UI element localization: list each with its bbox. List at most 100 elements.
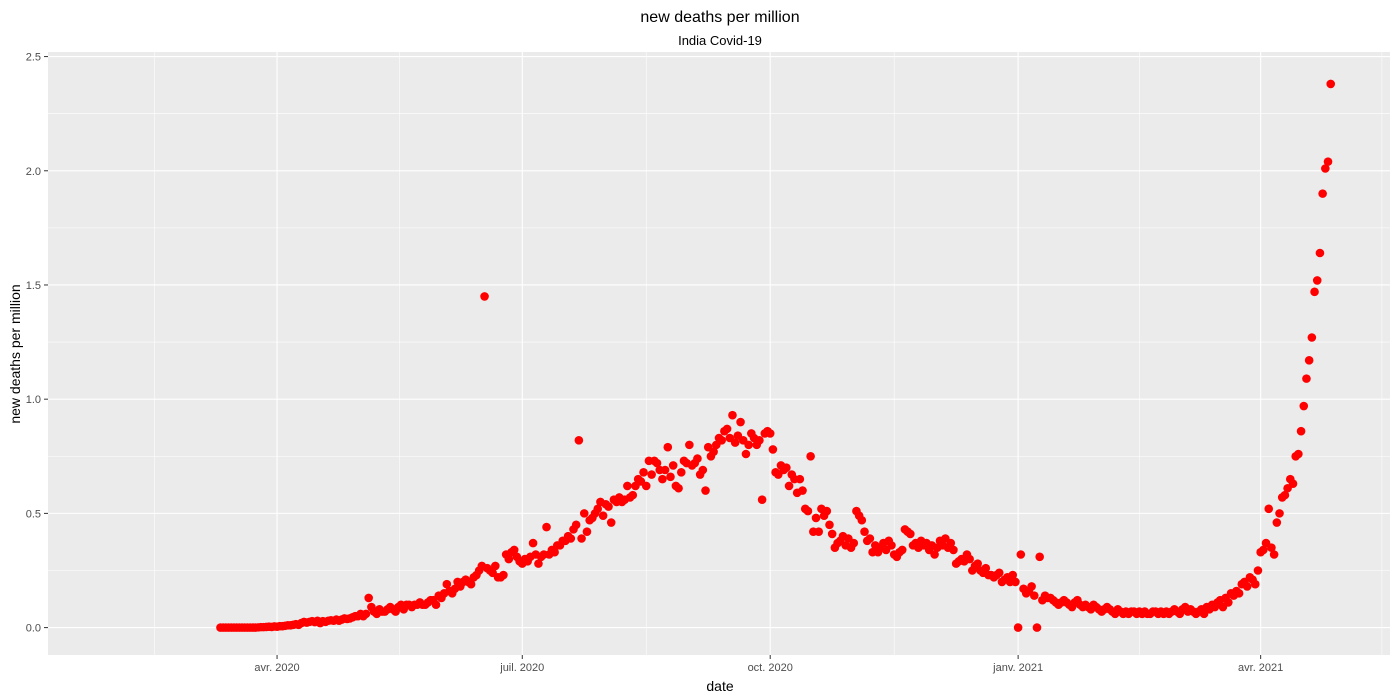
data-point <box>1318 189 1327 198</box>
data-point <box>1315 248 1325 258</box>
data-point <box>860 527 869 536</box>
data-point <box>736 417 745 427</box>
x-tick-label: oct. 2020 <box>748 662 793 674</box>
data-point <box>658 474 667 484</box>
data-point <box>806 451 815 461</box>
data-point <box>814 527 824 536</box>
data-point <box>755 435 764 445</box>
data-point <box>709 447 718 457</box>
data-point <box>741 449 751 459</box>
data-point <box>641 481 651 491</box>
data-point <box>504 554 514 564</box>
data-point <box>1299 401 1309 411</box>
data-point <box>1323 157 1333 166</box>
data-point <box>1013 623 1023 632</box>
data-point <box>361 609 371 619</box>
chart-subtitle: India Covid-19 <box>678 33 762 48</box>
data-point <box>701 486 710 495</box>
data-point <box>949 545 958 555</box>
data-point <box>1272 518 1282 527</box>
data-point <box>639 467 648 477</box>
x-tick-label: janv. 2021 <box>992 662 1043 674</box>
data-point <box>768 445 778 454</box>
data-point <box>930 550 939 559</box>
data-point <box>973 559 982 568</box>
data-point <box>811 513 821 523</box>
data-point <box>623 481 632 491</box>
data-point <box>1288 479 1298 488</box>
data-point <box>579 509 589 518</box>
x-axis-title: date <box>706 678 733 694</box>
data-point <box>668 461 678 470</box>
data-point <box>897 545 907 555</box>
data-point <box>1008 570 1018 580</box>
data-point <box>652 458 662 468</box>
data-point <box>660 465 670 475</box>
data-point <box>480 292 489 301</box>
data-point <box>765 429 775 438</box>
data-point <box>698 465 708 475</box>
data-point <box>604 502 613 511</box>
data-point <box>431 600 441 610</box>
data-point <box>499 570 508 580</box>
data-point <box>1280 490 1290 500</box>
data-point <box>550 547 559 557</box>
data-point <box>582 527 592 536</box>
data-point <box>795 474 805 484</box>
data-point <box>757 495 767 504</box>
data-point <box>1294 449 1303 459</box>
data-point <box>1302 374 1311 383</box>
data-point <box>1326 79 1336 89</box>
data-point <box>981 563 991 573</box>
data-point <box>542 522 551 532</box>
data-point <box>1307 333 1317 342</box>
data-point <box>849 538 859 548</box>
y-tick-label: 2.0 <box>26 166 41 178</box>
data-point <box>571 520 581 530</box>
data-point <box>509 545 519 555</box>
data-point <box>1296 426 1306 436</box>
data-point <box>722 424 732 434</box>
y-axis-title: new deaths per million <box>7 284 23 423</box>
data-point <box>1253 566 1263 575</box>
data-point <box>534 559 543 568</box>
data-point <box>1304 356 1314 365</box>
data-point <box>1032 623 1042 632</box>
data-point <box>865 534 875 543</box>
data-point <box>784 481 794 491</box>
data-point <box>1310 287 1319 297</box>
data-point <box>685 440 694 450</box>
data-point <box>827 529 837 539</box>
data-point <box>1027 582 1036 591</box>
y-tick-label: 2.5 <box>26 52 41 64</box>
data-point <box>663 442 673 452</box>
y-tick-label: 1.5 <box>26 280 41 292</box>
data-point <box>744 440 753 450</box>
x-tick-label: avr. 2021 <box>1238 662 1283 674</box>
data-point <box>887 541 896 550</box>
data-point <box>1269 550 1279 559</box>
data-point <box>566 534 576 543</box>
data-point <box>782 463 791 473</box>
data-point <box>1321 164 1330 173</box>
data-point <box>491 561 500 571</box>
data-point <box>676 467 686 477</box>
data-point <box>1275 509 1284 518</box>
data-point <box>606 518 616 527</box>
data-point <box>647 470 656 479</box>
y-tick-label: 0.0 <box>26 623 41 635</box>
data-point <box>1242 582 1252 591</box>
data-point <box>1267 543 1276 552</box>
data-point <box>857 515 867 525</box>
data-point <box>717 435 726 445</box>
data-point <box>1016 550 1026 559</box>
data-point <box>364 593 373 603</box>
data-point <box>1224 598 1233 607</box>
data-point <box>442 579 452 589</box>
data-point <box>574 435 584 445</box>
data-point <box>1312 276 1322 285</box>
data-point <box>994 568 1004 578</box>
data-point <box>1264 504 1274 514</box>
